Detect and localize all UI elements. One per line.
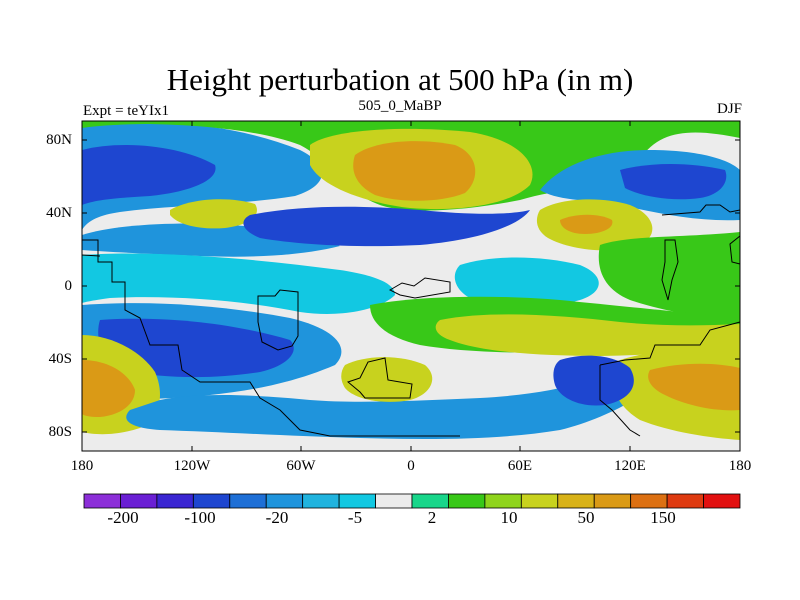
y-tick-40s: 40S <box>48 351 72 367</box>
y-axis-ticks <box>82 139 740 433</box>
region-southwest-core <box>82 360 135 417</box>
colorbar-label-6: 10 <box>500 508 518 527</box>
coast-equatorial-island <box>388 277 451 299</box>
y-tick-40n: 40N <box>46 205 72 221</box>
region-indian-ocean-negative <box>454 257 599 307</box>
x-tick-0: 0 <box>407 458 415 474</box>
coast-south-island <box>346 357 413 399</box>
colorbar-label-8: 150 <box>650 508 676 527</box>
experiment-label: Expt = teYIx1 <box>83 103 169 119</box>
x-axis-ticks <box>81 121 741 451</box>
coast-east-asia <box>661 204 741 301</box>
region-south-positive-band <box>435 314 740 356</box>
coast-australia <box>599 321 741 437</box>
region-south-atlantic-positive <box>341 357 433 402</box>
region-equatorial-negative <box>82 253 395 315</box>
x-tick-60e: 60E <box>507 458 533 474</box>
colorbar-label-7: 50 <box>577 508 595 527</box>
region-siberia-core <box>620 164 727 200</box>
period-label: 505_0_MaBP <box>358 98 442 114</box>
colorbar-swatch-2 <box>120 493 158 509</box>
colorbar-swatch-12 <box>484 493 522 509</box>
colorbar-label-2: -100 <box>184 508 216 527</box>
coast-africa <box>257 289 299 351</box>
map-title: Height perturbation at 500 hPa (in m) <box>166 62 634 97</box>
region-south-atlantic-negative <box>126 352 660 440</box>
colorbar-swatch-11 <box>448 493 486 509</box>
colorbar-swatch-3 <box>156 493 194 509</box>
x-tick-60w: 60W <box>286 458 316 474</box>
y-tick-80s: 80S <box>48 424 72 440</box>
colorbar-swatch-8 <box>338 493 376 509</box>
colorbar-swatch-7 <box>302 493 340 509</box>
region-north-west-core <box>82 145 216 205</box>
colorbar-swatch-10 <box>411 493 449 509</box>
colorbar-swatch-17 <box>666 493 704 509</box>
region-west-pacific-positive <box>598 232 740 320</box>
region-asia-core <box>560 214 613 234</box>
colorbar-swatch-6 <box>265 493 304 509</box>
region-midlat-negative <box>243 206 530 247</box>
colorbar-swatch-4 <box>192 493 231 509</box>
colorbar-label-4: -5 <box>347 508 363 527</box>
coast-americas <box>81 239 460 437</box>
colorbar-swatch-1 <box>83 493 121 509</box>
colorbar-swatch-16 <box>630 493 668 509</box>
colorbar-label-5: 2 <box>427 508 437 527</box>
colorbar-swatch-13 <box>520 493 559 509</box>
y-tick-0: 0 <box>64 278 73 294</box>
season-label: DJF <box>716 101 742 117</box>
region-southeast-core <box>648 363 740 411</box>
x-tick-120e: 120E <box>614 458 646 474</box>
colorbar-swatch-14 <box>557 493 595 509</box>
contour-field <box>82 121 740 451</box>
x-tick-180w: 180 <box>70 458 94 474</box>
colorbar-swatch-15 <box>593 493 632 509</box>
colorbar-swatch-5 <box>229 493 267 509</box>
colorbar <box>83 493 741 509</box>
colorbar-swatch-9 <box>375 493 413 509</box>
y-tick-80n: 80N <box>46 132 72 148</box>
colorbar-swatch-18 <box>703 493 741 509</box>
colorbar-label-3: -20 <box>265 508 289 527</box>
region-north-positive-core <box>353 141 476 201</box>
colorbar-label-1: -200 <box>107 508 139 527</box>
x-tick-120w: 120W <box>173 458 211 474</box>
coastlines <box>81 204 741 437</box>
region-australia-negative <box>553 355 634 406</box>
x-tick-180e: 180 <box>728 458 752 474</box>
region-north-atlantic-positive <box>170 199 257 229</box>
